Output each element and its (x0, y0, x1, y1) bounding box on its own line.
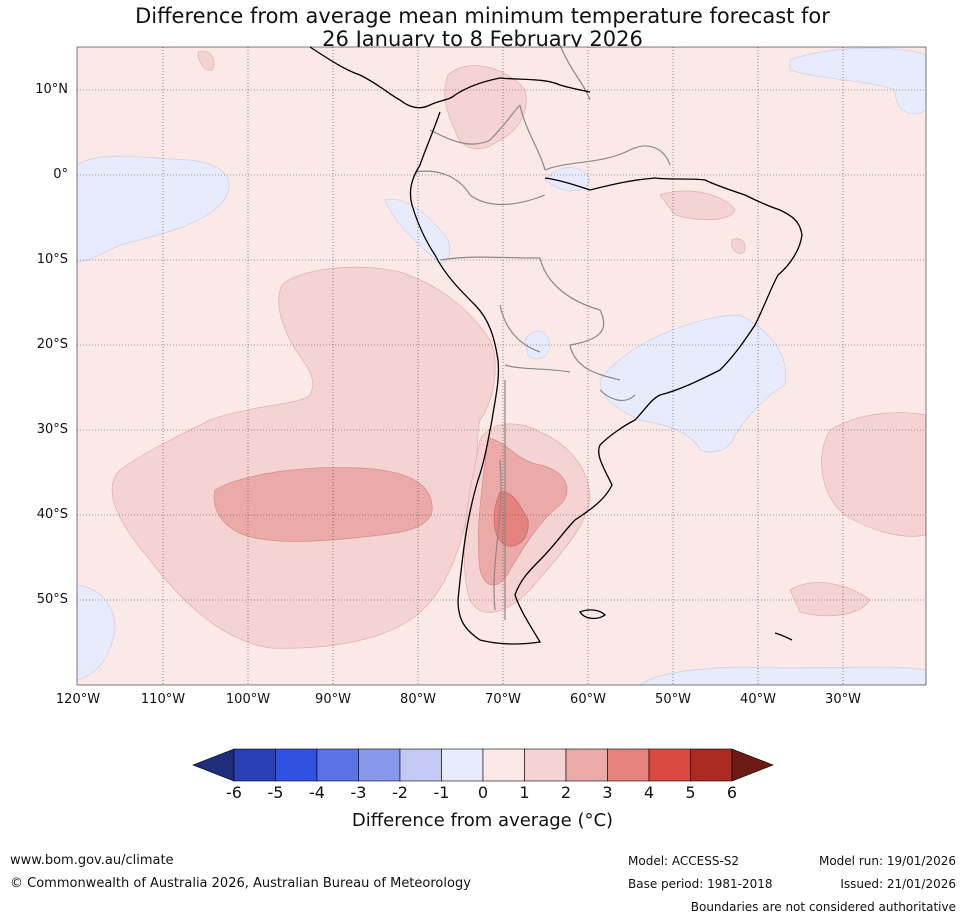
lon-label-90w: 90°W (315, 692, 351, 707)
base-period: Base period: 1981-2018 (628, 877, 773, 891)
anomaly-region-pos3-andes (493, 491, 529, 547)
colorbar-swatch-10 (607, 748, 650, 782)
country-borders (414, 44, 671, 620)
colorbar-swatch-4 (358, 748, 401, 782)
lon-label-110w: 110°W (140, 692, 186, 707)
lon-label-100w: 100°W (225, 692, 271, 707)
colorbar-swatch-2 (275, 748, 318, 782)
colorbar-tick-neg1: -1 (433, 783, 450, 802)
lon-label-60w: 60°W (570, 692, 606, 707)
lat-label-10s: 10°S (36, 252, 68, 267)
lat-label-10n: 10°N (35, 82, 68, 97)
colorbar-swatch-3 (316, 748, 359, 782)
colorbar-swatch-5 (399, 748, 442, 782)
map-title-line-2: 26 January to 8 February 2026 (322, 27, 643, 51)
colorbar-tick-3: 3 (602, 783, 613, 802)
anomaly-region-pos1-southeast-pacific (111, 266, 496, 649)
colorbar-swatch-8 (524, 748, 567, 782)
anomaly-region-pos1-venezuela (444, 65, 527, 149)
colorbar-tick-neg5: -5 (267, 783, 284, 802)
colorbar-extend-high (731, 748, 774, 782)
lon-label-120w: 120°W (55, 692, 101, 707)
lon-label-40w: 40°W (740, 692, 776, 707)
colorbar-tick-neg3: -3 (350, 783, 367, 802)
coastline-south-america (409, 111, 803, 645)
coastlines (309, 46, 803, 645)
map-graticule (77, 47, 926, 685)
colorbar-swatch-1 (233, 748, 276, 782)
lat-label-0: 0° (53, 167, 68, 182)
issued-date: Issued: 21/01/2026 (840, 877, 956, 891)
lat-label-40s: 40°S (36, 507, 68, 522)
coastline-falkland-islands (579, 609, 607, 620)
anomaly-region-neg1-amazon (544, 167, 591, 192)
colorbar-tick-neg2: -2 (392, 783, 408, 802)
lat-label-30s: 30°S (36, 422, 68, 437)
colorbar-swatch-12 (690, 748, 733, 782)
anomaly-region-neg1-eastern-pacific (77, 155, 230, 263)
map-title-line-1: Difference from average mean minimum tem… (135, 4, 830, 28)
map-panel (77, 47, 926, 685)
lon-label-70w: 70°W (485, 692, 521, 707)
anomaly-region-neg1-south-atlantic (639, 666, 926, 685)
colorbar-swatch-6 (441, 748, 484, 782)
anomaly-region-pos1-brazil-coast (731, 238, 746, 254)
lat-label-20s: 20°S (36, 337, 68, 352)
anomaly-region-pos1-central-america (197, 50, 215, 71)
anomaly-region-neg1-south-pacific (77, 584, 116, 681)
anomaly-region-neg1-bolivia (524, 330, 551, 360)
colorbar-tick-4: 4 (643, 783, 655, 802)
colorbar-tick-6: 6 (726, 783, 738, 802)
colorbar-tick-1: 1 (519, 783, 530, 802)
model-run-date: Model run: 19/01/2026 (818, 854, 956, 868)
copyright-notice: © Commonwealth of Australia 2026, Austra… (10, 876, 471, 891)
anomaly-region-pos2-pacific-40s (213, 467, 433, 542)
lon-label-50w: 50°W (655, 692, 691, 707)
colorbar-extend-low (192, 748, 235, 782)
lat-label-50s: 50°S (36, 592, 68, 607)
colorbar-swatch-7 (482, 748, 525, 782)
coastline-central-america (309, 46, 591, 109)
colorbar-title: Difference from average (°C) (351, 810, 614, 831)
boundary-disclaimer: Boundaries are not considered authoritat… (690, 900, 956, 914)
coastline-south-georgia (774, 632, 793, 641)
lon-label-80w: 80°W (400, 692, 436, 707)
anomaly-region-pos1-northeast-brazil (659, 190, 736, 221)
colorbar-tick-5: 5 (685, 783, 696, 802)
lon-label-30w: 30°W (825, 692, 861, 707)
anomaly-region-neg1-north-atlantic (789, 47, 926, 115)
colorbar-swatch-9 (565, 748, 608, 782)
colorbar-swatch-11 (648, 748, 691, 782)
colorbar-tick-2: 2 (560, 783, 572, 802)
colorbar-tick-neg4: -4 (309, 783, 325, 802)
colorbar-tick-0: 0 (477, 783, 489, 802)
colorbar-tick-neg6: -6 (226, 783, 242, 802)
anomaly-region-pos1-south-atlantic-east (821, 412, 926, 537)
anomaly-region-neg1-ecuador-coast (384, 198, 450, 263)
bom-website: www.bom.gov.au/climate (10, 853, 174, 868)
colorbar (192, 748, 774, 782)
map-frame (76, 46, 927, 686)
model-name: Model: ACCESS-S2 (628, 854, 740, 868)
